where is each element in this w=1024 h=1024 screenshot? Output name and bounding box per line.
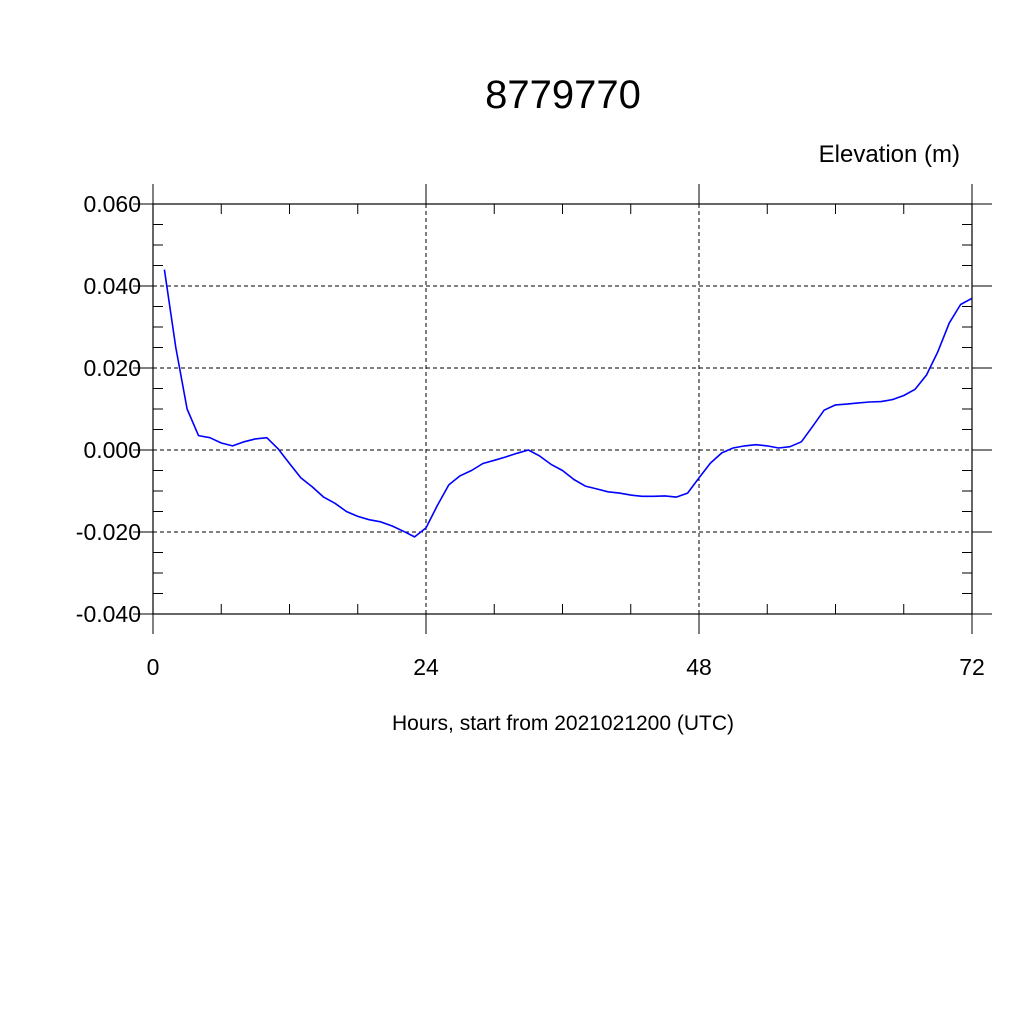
y-tick-label: -0.040 xyxy=(76,601,141,627)
grid-lines xyxy=(152,203,973,615)
series-line xyxy=(163,269,973,538)
x-tick-label: 48 xyxy=(686,654,712,680)
y-tick-label: 0.060 xyxy=(83,191,141,217)
y-tick-label: 0.020 xyxy=(83,355,141,381)
x-tick-label: 24 xyxy=(413,654,439,680)
axis-ticks xyxy=(133,184,992,634)
y-tick-label: 0.000 xyxy=(83,437,141,463)
x-tick-label: 72 xyxy=(959,654,985,680)
y-axis-label: Elevation (m) xyxy=(819,141,960,168)
plot-frame xyxy=(152,203,973,615)
x-tick-label: 0 xyxy=(147,654,160,680)
series-layer xyxy=(163,269,973,538)
x-axis-label: Hours, start from 2021021200 (UTC) xyxy=(392,712,734,735)
y-tick-label: 0.040 xyxy=(83,273,141,299)
tick-labels: -0.040 -0.020 0.000 0.020 0.040 0.060 0 24 48 72 xyxy=(76,191,985,680)
chart-title: 8779770 xyxy=(485,73,641,117)
y-tick-label: -0.020 xyxy=(76,519,141,545)
